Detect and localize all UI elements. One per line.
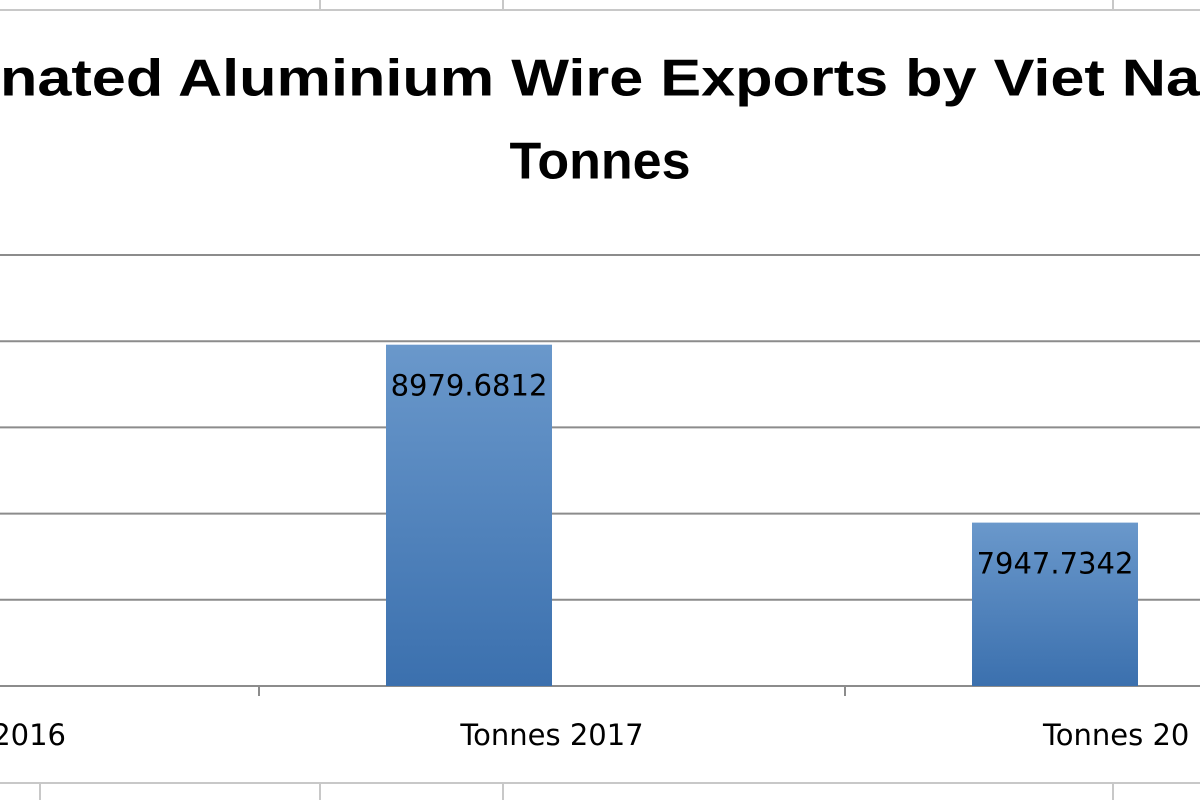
chart-title: Tonnes bbox=[509, 133, 690, 191]
x-tick-label: Tonnes 20 bbox=[1042, 718, 1189, 752]
x-tick-label: Tonnes 2017 bbox=[459, 718, 643, 752]
bar bbox=[972, 522, 1138, 686]
data-label: 8979.6812 bbox=[391, 369, 548, 403]
data-label: 7947.7342 bbox=[977, 547, 1134, 581]
bar bbox=[386, 344, 552, 686]
x-tick-label: 2016 bbox=[0, 718, 66, 752]
chart-title: nated Aluminium Wire Exports by Viet Na bbox=[0, 50, 1200, 108]
